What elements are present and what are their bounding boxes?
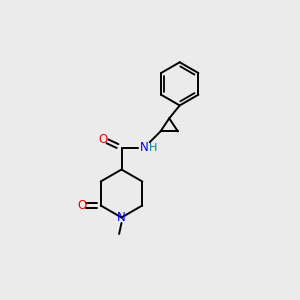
Text: O: O <box>99 133 108 146</box>
Text: H: H <box>149 143 157 153</box>
Text: N: N <box>140 141 148 154</box>
Text: N: N <box>117 211 126 224</box>
Text: O: O <box>77 199 87 212</box>
